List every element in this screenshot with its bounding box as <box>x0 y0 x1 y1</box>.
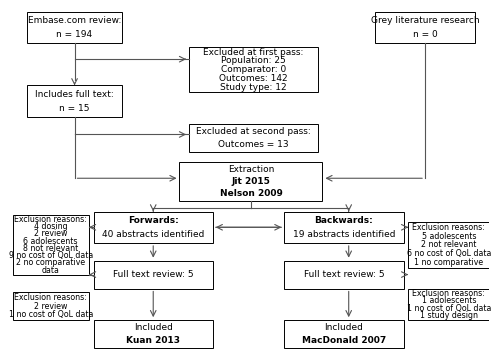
Text: Backwards:: Backwards: <box>314 216 374 225</box>
Text: 1 no cost of QoL data: 1 no cost of QoL data <box>406 304 491 313</box>
FancyBboxPatch shape <box>189 47 318 92</box>
Text: MacDonald 2007: MacDonald 2007 <box>302 336 386 345</box>
FancyBboxPatch shape <box>189 124 318 152</box>
FancyBboxPatch shape <box>27 85 122 117</box>
Text: 6 adolescents: 6 adolescents <box>24 237 78 246</box>
Text: 2 not relevant: 2 not relevant <box>421 240 476 249</box>
Text: Nelson 2009: Nelson 2009 <box>220 189 282 198</box>
Text: 1 adolescents: 1 adolescents <box>422 296 476 305</box>
Text: Exclusion reasons:: Exclusion reasons: <box>14 215 87 224</box>
FancyBboxPatch shape <box>284 211 404 243</box>
FancyBboxPatch shape <box>12 292 89 320</box>
Text: 5 adolescents: 5 adolescents <box>422 232 476 240</box>
FancyBboxPatch shape <box>12 215 89 275</box>
Text: n = 0: n = 0 <box>412 30 438 39</box>
Text: Exclusion reasons:: Exclusion reasons: <box>14 293 87 302</box>
FancyBboxPatch shape <box>375 12 475 43</box>
Text: Excluded at second pass:: Excluded at second pass: <box>196 127 310 136</box>
FancyBboxPatch shape <box>284 261 404 288</box>
Text: 2 review: 2 review <box>34 229 68 238</box>
Text: Extraction: Extraction <box>228 165 274 174</box>
Text: Jit 2015: Jit 2015 <box>232 177 270 186</box>
Text: Full text review: 5: Full text review: 5 <box>113 270 194 279</box>
Text: data: data <box>42 266 60 275</box>
Text: 2 no comparative: 2 no comparative <box>16 258 86 268</box>
Text: Included: Included <box>324 323 364 332</box>
Text: Exclusion reasons:: Exclusion reasons: <box>412 223 485 232</box>
Text: Includes full text:: Includes full text: <box>35 90 114 98</box>
FancyBboxPatch shape <box>408 288 490 320</box>
Text: 1 no comparative: 1 no comparative <box>414 258 484 267</box>
Text: 4 dosing: 4 dosing <box>34 222 68 231</box>
Text: Study type: 12: Study type: 12 <box>220 83 286 92</box>
Text: Outcomes: 142: Outcomes: 142 <box>219 74 288 83</box>
Text: Comparator: 0: Comparator: 0 <box>220 65 286 74</box>
Text: 8 not relevant: 8 not relevant <box>23 244 78 253</box>
FancyBboxPatch shape <box>284 320 404 348</box>
Text: Included: Included <box>134 323 172 332</box>
Text: 6 no cost of QoL data: 6 no cost of QoL data <box>406 249 491 258</box>
Text: Embase.com review:: Embase.com review: <box>28 16 121 25</box>
Text: 1 study design: 1 study design <box>420 311 478 320</box>
FancyBboxPatch shape <box>27 12 122 43</box>
FancyBboxPatch shape <box>94 261 213 288</box>
Text: 40 abstracts identified: 40 abstracts identified <box>102 230 204 239</box>
Text: 1 no cost of QoL data: 1 no cost of QoL data <box>8 310 93 319</box>
FancyBboxPatch shape <box>408 222 490 268</box>
FancyBboxPatch shape <box>94 320 213 348</box>
Text: Forwards:: Forwards: <box>128 216 178 225</box>
Text: 9 no cost of QoL data: 9 no cost of QoL data <box>8 251 93 260</box>
Text: Excluded at first pass:: Excluded at first pass: <box>203 48 304 57</box>
FancyBboxPatch shape <box>94 211 213 243</box>
Text: Grey literature research: Grey literature research <box>370 16 480 25</box>
Text: 19 abstracts identified: 19 abstracts identified <box>292 230 395 239</box>
Text: 2 review: 2 review <box>34 301 68 311</box>
Text: Population: 25: Population: 25 <box>221 56 286 65</box>
Text: Kuan 2013: Kuan 2013 <box>126 336 180 345</box>
Text: Exclusion reasons:: Exclusion reasons: <box>412 288 485 298</box>
Text: Outcomes = 13: Outcomes = 13 <box>218 140 288 149</box>
Text: Full text review: 5: Full text review: 5 <box>304 270 384 279</box>
Text: n = 194: n = 194 <box>56 30 92 39</box>
FancyBboxPatch shape <box>180 162 322 201</box>
Text: n = 15: n = 15 <box>60 104 90 113</box>
